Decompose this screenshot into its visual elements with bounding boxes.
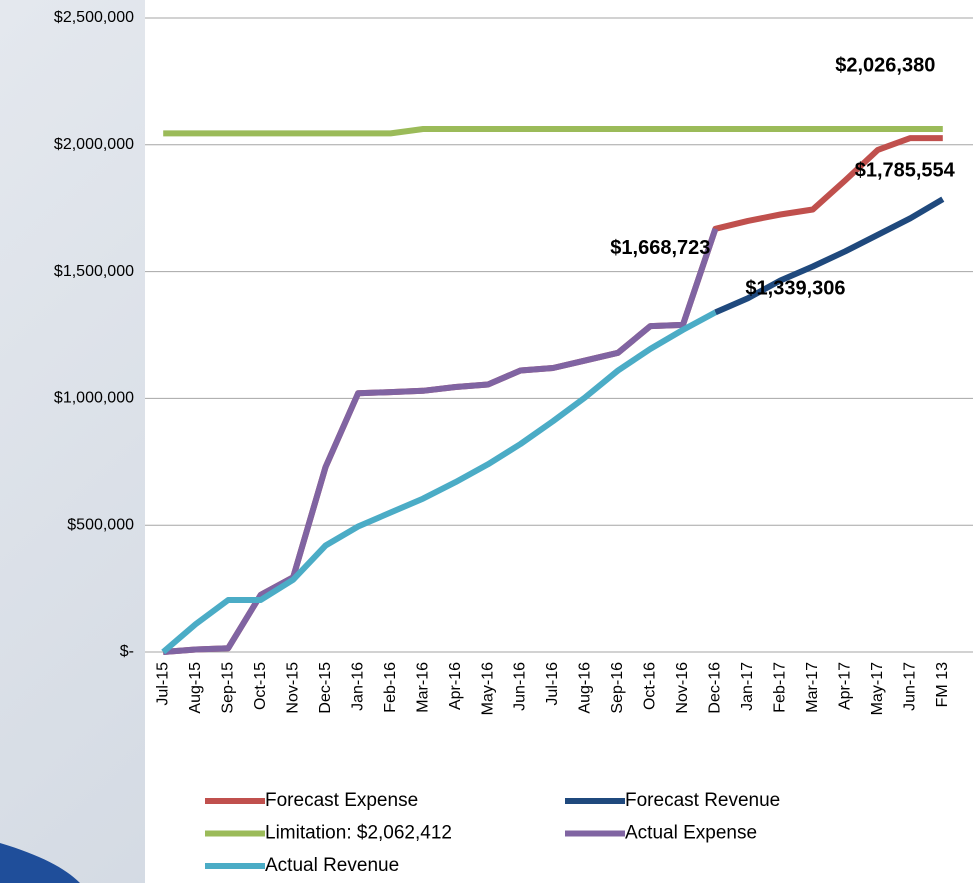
y-tick-label: $1,500,000 [54,263,134,280]
series-line [162,227,719,655]
decoration [0,843,80,883]
plot-background [145,0,975,883]
x-tick-label: Aug-16 [577,662,594,714]
x-tick-label: Dec-15 [317,662,334,714]
x-tick-label: Mar-16 [414,662,431,713]
legend-label: Forecast Revenue [625,790,780,811]
x-tick-label: Jun-17 [901,662,918,711]
x-tick-label: Sep-16 [609,662,626,714]
x-tick-label: Apr-16 [447,662,464,710]
x-tick-label: Oct-16 [642,662,659,710]
x-tick-label: Aug-15 [187,662,204,714]
x-tick-label: Apr-17 [837,662,854,710]
x-tick-label: FM 13 [934,662,951,707]
x-tick-label: May-17 [869,662,886,715]
y-tick-label: $2,500,000 [54,9,134,26]
x-tick-label: Nov-15 [284,662,301,714]
x-tick-label: Jul-15 [154,662,171,706]
x-tick-label: Feb-17 [772,662,789,713]
data-label: $1,668,723 [610,237,710,259]
data-label: $2,026,380 [835,54,935,76]
x-tick-label: May-16 [479,662,496,715]
x-tick-label: Mar-17 [804,662,821,713]
legend-label: Forecast Expense [265,790,418,811]
y-tick-label: $2,000,000 [54,136,134,153]
x-tick-label: Jan-17 [739,662,756,711]
x-tick-label: Jun-16 [512,662,529,711]
x-tick-label: Nov-16 [674,662,691,714]
legend-label: Limitation: $2,062,412 [265,823,452,844]
x-tick-label: Jan-16 [349,662,366,711]
y-tick-label: $1,000,000 [54,390,134,407]
x-tick-label: Sep-15 [219,662,236,714]
data-label: $1,339,306 [745,278,845,300]
x-tick-label: Oct-15 [252,662,269,710]
legend-label: Actual Revenue [265,855,399,876]
series-line [714,196,945,316]
y-tick-label: $500,000 [67,516,134,533]
series-line [161,309,717,655]
series-line [163,126,943,137]
x-tick-label: Feb-16 [382,662,399,713]
legend-label: Actual Expense [625,823,757,844]
x-tick-label: Jul-16 [544,662,561,706]
data-label: $1,785,554 [855,159,956,181]
x-tick-label: Dec-16 [707,662,724,714]
y-tick-label: $- [120,643,134,660]
